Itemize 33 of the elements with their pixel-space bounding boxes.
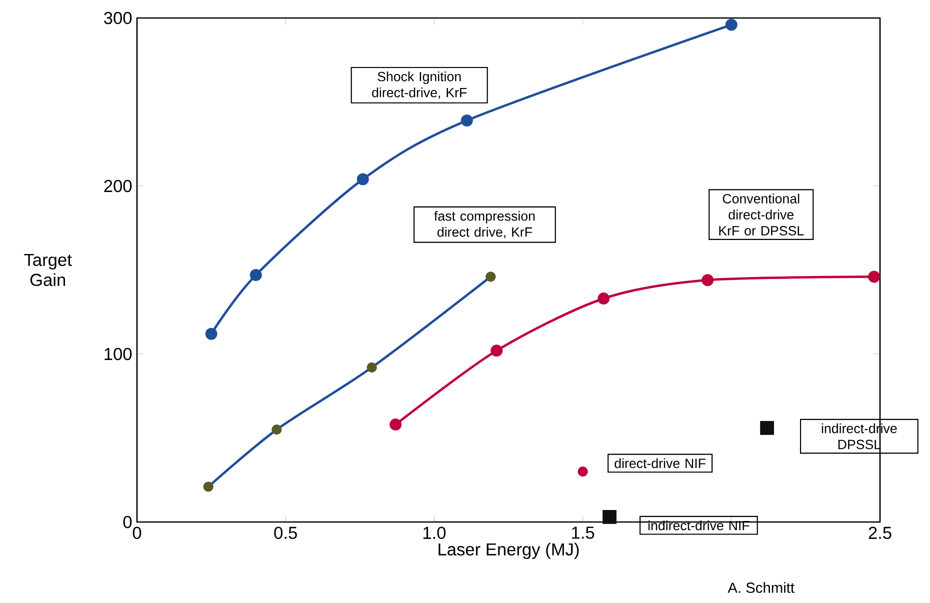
- y-axis-title: Target Gain: [24, 254, 72, 286]
- point: [205, 328, 218, 340]
- point: [250, 269, 262, 282]
- x-axis-title: Laser Energy (MJ): [438, 542, 579, 559]
- annotation: Conventional direct-drive KrF or DPSSL: [719, 194, 804, 236]
- point: [490, 344, 503, 357]
- point: [602, 510, 616, 524]
- x-tick-label: 2.5: [868, 526, 892, 539]
- point: [460, 114, 473, 126]
- point: [760, 420, 774, 435]
- point: [272, 424, 282, 435]
- point: [366, 362, 377, 373]
- point: [868, 270, 880, 283]
- y-tick-label: 300: [104, 12, 132, 24]
- point: [203, 482, 214, 492]
- point: [578, 466, 588, 477]
- x-tick-label: 0: [132, 526, 142, 539]
- y-tick-label: 0: [123, 516, 132, 528]
- point: [390, 418, 402, 431]
- x-tick-label: 1.5: [572, 526, 594, 539]
- y-tick-label: 200: [104, 180, 132, 192]
- text: A. Schmitt: [728, 582, 794, 593]
- annotation: Shock Ignition direct-drive, KrF: [372, 72, 467, 99]
- point: [356, 173, 369, 186]
- point: [598, 292, 610, 305]
- annotation: fast compression direct drive, KrF: [434, 210, 535, 238]
- x-tick-label: 1.0: [423, 526, 446, 539]
- y-tick-label: 100: [104, 348, 132, 360]
- point: [702, 274, 714, 286]
- annotation: direct-drive NIF: [614, 458, 706, 468]
- x-tick-label: 0.5: [274, 526, 297, 539]
- point: [725, 18, 738, 31]
- point: [486, 272, 496, 282]
